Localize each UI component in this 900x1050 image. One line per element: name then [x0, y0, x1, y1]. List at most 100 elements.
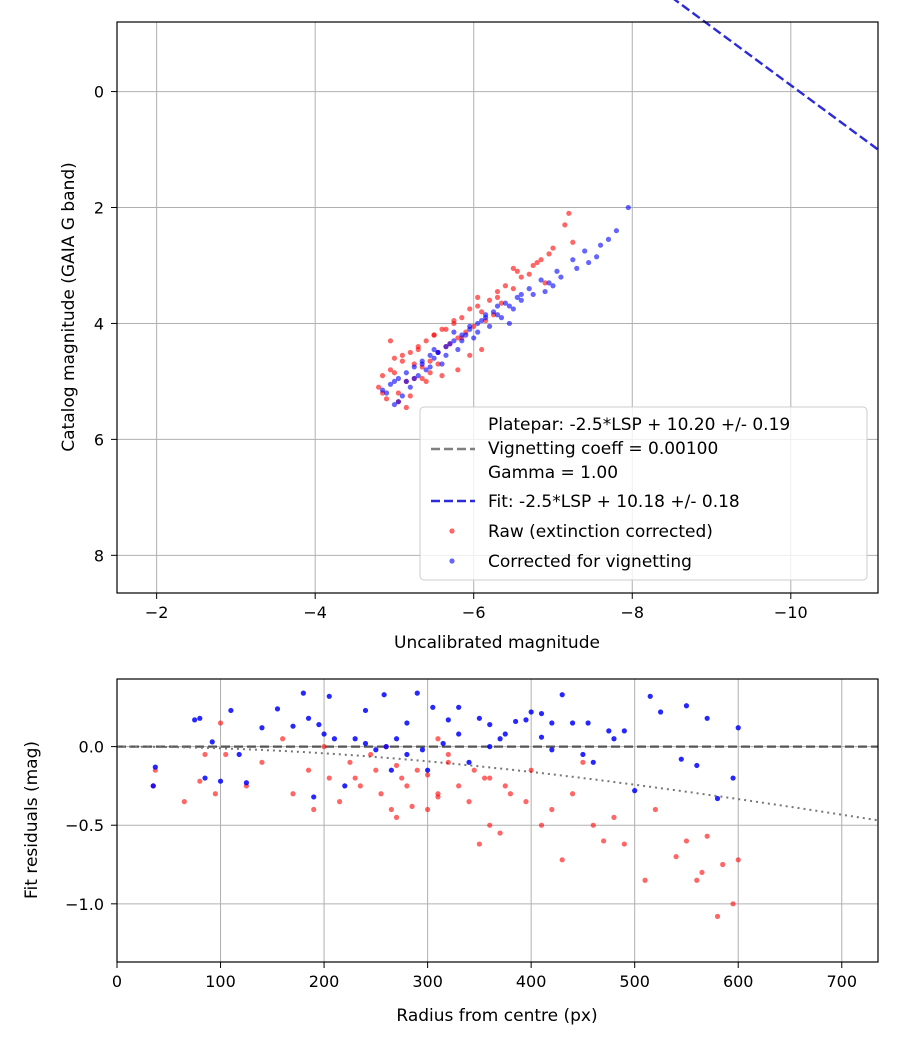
bottom-x-tick-label: 200	[309, 972, 340, 991]
bottom-raw-point	[352, 775, 358, 781]
top-raw-point	[423, 378, 429, 385]
bottom-corrected-point	[197, 715, 203, 721]
bottom-corrected-point	[381, 692, 387, 698]
bottom-corrected-point	[647, 693, 653, 699]
top-corrected-point	[530, 291, 536, 298]
top-points-group	[375, 204, 631, 411]
bottom-corrected-point	[694, 762, 700, 769]
top-corrected-point	[419, 361, 425, 367]
top-corrected-point	[605, 236, 612, 242]
legend-raw-swatch	[449, 528, 455, 534]
top-corrected-point	[395, 375, 402, 382]
top-corrected-point	[526, 286, 532, 292]
bottom-corrected-point	[683, 703, 690, 709]
bottom-corrected-point	[621, 728, 627, 734]
bottom-corrected-point	[373, 747, 379, 753]
bottom-corrected-point	[243, 780, 250, 786]
top-raw-point	[518, 274, 524, 280]
top-corrected-point	[506, 320, 512, 327]
top-corrected-point	[479, 317, 485, 324]
bottom-corrected-point	[466, 759, 472, 765]
bottom-corrected-point	[228, 707, 234, 714]
bottom-x-tick-label: 0	[112, 972, 122, 991]
top-raw-point	[530, 262, 536, 269]
top-x-tick-label: −8	[620, 603, 644, 622]
bottom-corrected-point	[606, 728, 612, 734]
bottom-corrected-point	[326, 693, 332, 699]
top-raw-point	[510, 286, 516, 292]
top-corrected-point	[451, 338, 457, 344]
bottom-corrected-point	[425, 767, 431, 773]
top-raw-point	[566, 210, 572, 216]
bottom-raw-point	[683, 838, 690, 844]
top-raw-point	[407, 349, 413, 356]
bottom-raw-point	[487, 775, 493, 781]
top-raw-point	[570, 239, 576, 245]
top-raw-point	[514, 268, 520, 274]
top-corrected-point	[494, 312, 501, 318]
bottom-lines-group	[117, 745, 879, 822]
bottom-points-group	[150, 690, 741, 920]
bottom-raw-point	[445, 751, 451, 758]
bottom-corrected-point	[217, 778, 224, 784]
top-raw-point	[542, 280, 548, 286]
bottom-x-tick-label: 400	[516, 972, 547, 991]
top-corrected-point	[415, 373, 421, 379]
top-corrected-point	[506, 303, 512, 309]
top-corrected-point	[455, 346, 461, 353]
bottom-raw-point	[409, 803, 415, 809]
bottom-raw-point	[694, 877, 700, 883]
top-corrected-point	[427, 364, 433, 370]
bottom-raw-point	[538, 822, 545, 828]
top-raw-point	[431, 332, 437, 338]
bottom-corrected-point	[404, 751, 410, 758]
bottom-corrected-point	[549, 747, 555, 753]
bottom-raw-point	[714, 913, 721, 920]
bottom-raw-point	[378, 791, 384, 797]
top-corrected-point	[403, 370, 409, 376]
bottom-corrected-point	[580, 751, 586, 758]
bottom-raw-point	[197, 778, 203, 784]
bottom-corrected-point	[735, 725, 741, 731]
bottom-raw-point	[357, 783, 363, 789]
bottom-raw-point	[393, 762, 400, 769]
bottom-y-axis-label: Fit residuals (mag)	[22, 741, 42, 899]
bottom-corrected-point	[632, 788, 638, 794]
top-x-tick-label: −4	[303, 603, 327, 622]
top-corrected-point	[459, 332, 465, 338]
top-corrected-point	[483, 312, 489, 318]
bottom-corrected-point	[445, 717, 451, 723]
bottom-raw-point	[404, 783, 410, 789]
top-raw-point	[494, 288, 501, 295]
bottom-raw-point	[471, 767, 477, 773]
top-corrected-point	[510, 306, 516, 312]
top-corrected-point	[443, 352, 449, 358]
top-raw-point	[534, 259, 540, 266]
top-corrected-point	[383, 390, 390, 396]
bottom-x-axis-label: Radius from centre (px)	[396, 1006, 597, 1026]
bottom-raw-point	[720, 861, 726, 868]
bottom-x-tick-label: 500	[619, 972, 650, 991]
top-raw-point	[387, 338, 394, 344]
top-corrected-point	[558, 274, 564, 280]
top-raw-point	[383, 396, 390, 402]
bottom-corrected-point	[538, 734, 545, 740]
bottom-raw-point	[373, 767, 379, 773]
bottom-corrected-point	[388, 767, 394, 773]
bottom-raw-point	[673, 854, 679, 860]
top-corrected-point	[514, 294, 520, 300]
bottom-corrected-point	[300, 690, 306, 696]
top-corrected-point	[447, 341, 453, 347]
top-corrected-point	[399, 393, 405, 399]
residuals-chart: 0 100 200 300 400 500 600 700 0.0 −0.5 −1.0 Radius…	[22, 678, 879, 1026]
bottom-x-tick-label: 100	[205, 972, 236, 991]
top-corrected-point	[407, 384, 413, 390]
top-raw-point	[494, 294, 501, 300]
top-raw-point	[467, 306, 473, 312]
top-raw-point	[451, 317, 457, 324]
bottom-raw-point	[202, 751, 208, 758]
bottom-corrected-point	[414, 690, 420, 696]
top-corrected-point	[459, 338, 465, 344]
bottom-y-tick-label: −0.5	[65, 816, 104, 835]
